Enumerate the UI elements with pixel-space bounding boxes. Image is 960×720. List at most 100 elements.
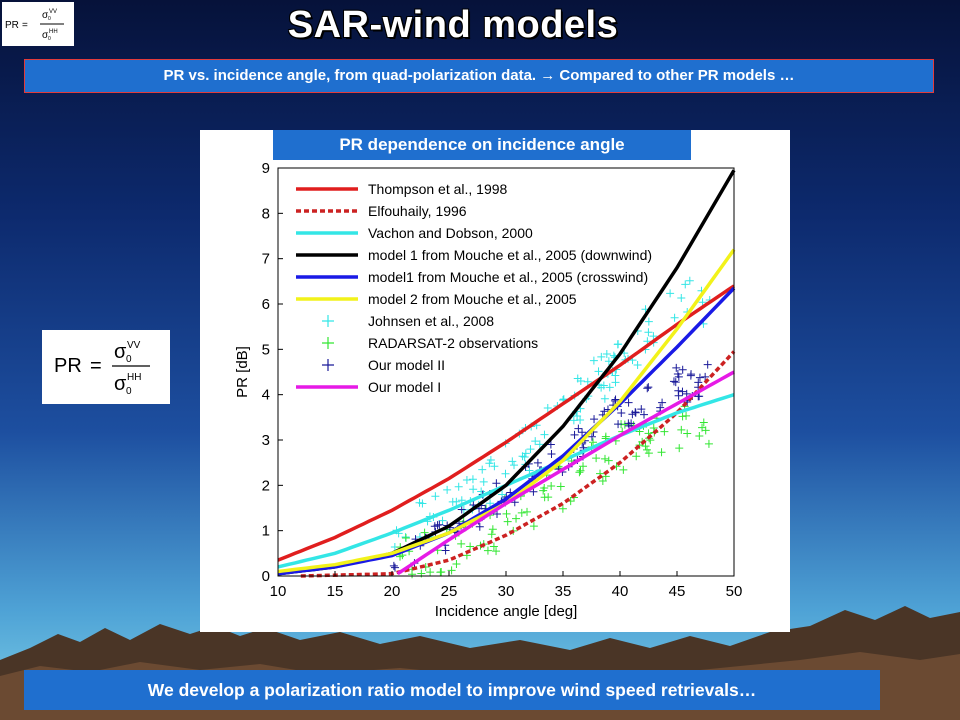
corner-formula-num-sub: 0 bbox=[48, 16, 51, 22]
marker-series-7 bbox=[660, 427, 669, 436]
marker-series-8 bbox=[674, 372, 683, 381]
legend-label-3: model 1 from Mouche et al., 2005 (downwi… bbox=[368, 247, 652, 263]
x-tick-label-5: 35 bbox=[555, 583, 572, 600]
formula-num-sup: VV bbox=[127, 340, 141, 351]
marker-series-7 bbox=[488, 525, 497, 534]
y-tick-label-1: 1 bbox=[262, 523, 270, 540]
marker-series-7 bbox=[401, 534, 410, 542]
marker-series-8 bbox=[492, 479, 501, 488]
marker-series-6 bbox=[448, 497, 457, 506]
marker-series-6 bbox=[597, 352, 606, 361]
formula-equals: = bbox=[90, 355, 102, 377]
marker-series-8 bbox=[614, 420, 623, 429]
marker-series-7 bbox=[483, 546, 492, 555]
marker-series-6 bbox=[485, 459, 494, 468]
marker-series-6 bbox=[508, 457, 517, 466]
marker-series-7 bbox=[701, 426, 710, 435]
marker-series-6 bbox=[431, 492, 440, 501]
marker-series-8 bbox=[587, 432, 596, 441]
marker-series-7 bbox=[604, 456, 613, 465]
marker-series-6 bbox=[569, 416, 578, 425]
legend-marker-7 bbox=[322, 337, 334, 349]
arrow-right-icon: → bbox=[540, 67, 556, 84]
legend-label-2: Vachon and Dobson, 2000 bbox=[368, 225, 533, 241]
formula-lhs: PR bbox=[54, 355, 82, 377]
formula-den-sub: 0 bbox=[126, 386, 132, 397]
marker-series-7 bbox=[632, 452, 641, 461]
marker-series-6 bbox=[649, 332, 658, 341]
marker-series-8 bbox=[611, 395, 620, 404]
marker-series-7 bbox=[592, 454, 601, 463]
marker-series-6 bbox=[478, 465, 487, 474]
marker-series-8 bbox=[435, 520, 444, 529]
marker-series-6 bbox=[644, 317, 653, 326]
marker-series-6 bbox=[611, 378, 620, 387]
line-series-0 bbox=[277, 284, 735, 562]
marker-series-8 bbox=[674, 386, 683, 395]
formula-num-sub: 0 bbox=[126, 354, 132, 365]
marker-series-7 bbox=[539, 486, 548, 495]
line-series-9 bbox=[396, 370, 735, 576]
marker-series-6 bbox=[681, 280, 690, 289]
marker-series-7 bbox=[447, 566, 456, 575]
y-tick-label-6: 6 bbox=[262, 296, 270, 313]
x-tick-label-4: 30 bbox=[498, 583, 515, 600]
x-tick-label-2: 20 bbox=[384, 583, 401, 600]
marker-series-7 bbox=[503, 517, 512, 526]
marker-series-7 bbox=[675, 444, 684, 453]
marker-series-6 bbox=[498, 490, 507, 499]
marker-series-7 bbox=[457, 539, 466, 548]
y-tick-label-8: 8 bbox=[262, 205, 270, 222]
marker-series-7 bbox=[489, 542, 498, 551]
marker-series-7 bbox=[644, 449, 653, 458]
marker-series-6 bbox=[418, 499, 427, 508]
pr-formula: PR = σ VV 0 σ HH 0 bbox=[54, 340, 150, 397]
marker-series-8 bbox=[678, 387, 687, 396]
marker-series-8 bbox=[590, 415, 599, 424]
legend-label-7: RADARSAT-2 observations bbox=[368, 335, 538, 351]
marker-series-7 bbox=[598, 476, 607, 485]
corner-formula-den-sigma: σ bbox=[42, 30, 49, 41]
marker-series-6 bbox=[518, 452, 527, 461]
marker-series-7 bbox=[677, 425, 686, 434]
legend-marker-8 bbox=[322, 359, 334, 371]
marker-series-8 bbox=[631, 408, 640, 417]
subtitle-prefix: PR vs. incidence angle, from quad-polari… bbox=[163, 67, 541, 84]
marker-series-8 bbox=[669, 377, 678, 386]
marker-series-8 bbox=[533, 458, 542, 467]
marker-series-7 bbox=[600, 454, 609, 463]
marker-series-6 bbox=[614, 340, 623, 349]
marker-series-8 bbox=[694, 378, 703, 387]
marker-series-7 bbox=[649, 423, 658, 432]
y-tick-label-0: 0 bbox=[262, 568, 270, 585]
marker-series-8 bbox=[631, 408, 640, 417]
marker-series-6 bbox=[443, 485, 452, 494]
marker-series-6 bbox=[633, 361, 642, 370]
marker-series-8 bbox=[617, 409, 626, 418]
marker-series-6 bbox=[501, 469, 510, 478]
y-tick-label-3: 3 bbox=[262, 432, 270, 449]
x-tick-label-0: 10 bbox=[270, 583, 287, 600]
marker-series-8 bbox=[672, 363, 681, 372]
marker-series-6 bbox=[479, 477, 488, 486]
marker-series-6 bbox=[685, 276, 694, 285]
marker-series-8 bbox=[701, 372, 710, 381]
marker-series-7 bbox=[695, 431, 704, 440]
y-tick-label-5: 5 bbox=[262, 341, 270, 358]
marker-series-6 bbox=[462, 475, 471, 484]
marker-series-6 bbox=[438, 516, 447, 525]
marker-series-8 bbox=[475, 522, 484, 531]
corner-formula-den-sup: HH bbox=[49, 29, 58, 35]
marker-series-7 bbox=[556, 482, 565, 491]
marker-series-7 bbox=[517, 508, 526, 517]
marker-series-8 bbox=[703, 360, 712, 369]
marker-series-8 bbox=[457, 505, 466, 514]
y-tick-label-2: 2 bbox=[262, 477, 270, 494]
marker-series-7 bbox=[529, 522, 538, 531]
marker-series-7 bbox=[452, 560, 461, 569]
y-tick-label-4: 4 bbox=[262, 387, 270, 404]
marker-series-7 bbox=[699, 418, 708, 427]
marker-series-6 bbox=[543, 403, 552, 412]
x-tick-label-6: 40 bbox=[612, 583, 629, 600]
marker-series-7 bbox=[657, 448, 666, 457]
